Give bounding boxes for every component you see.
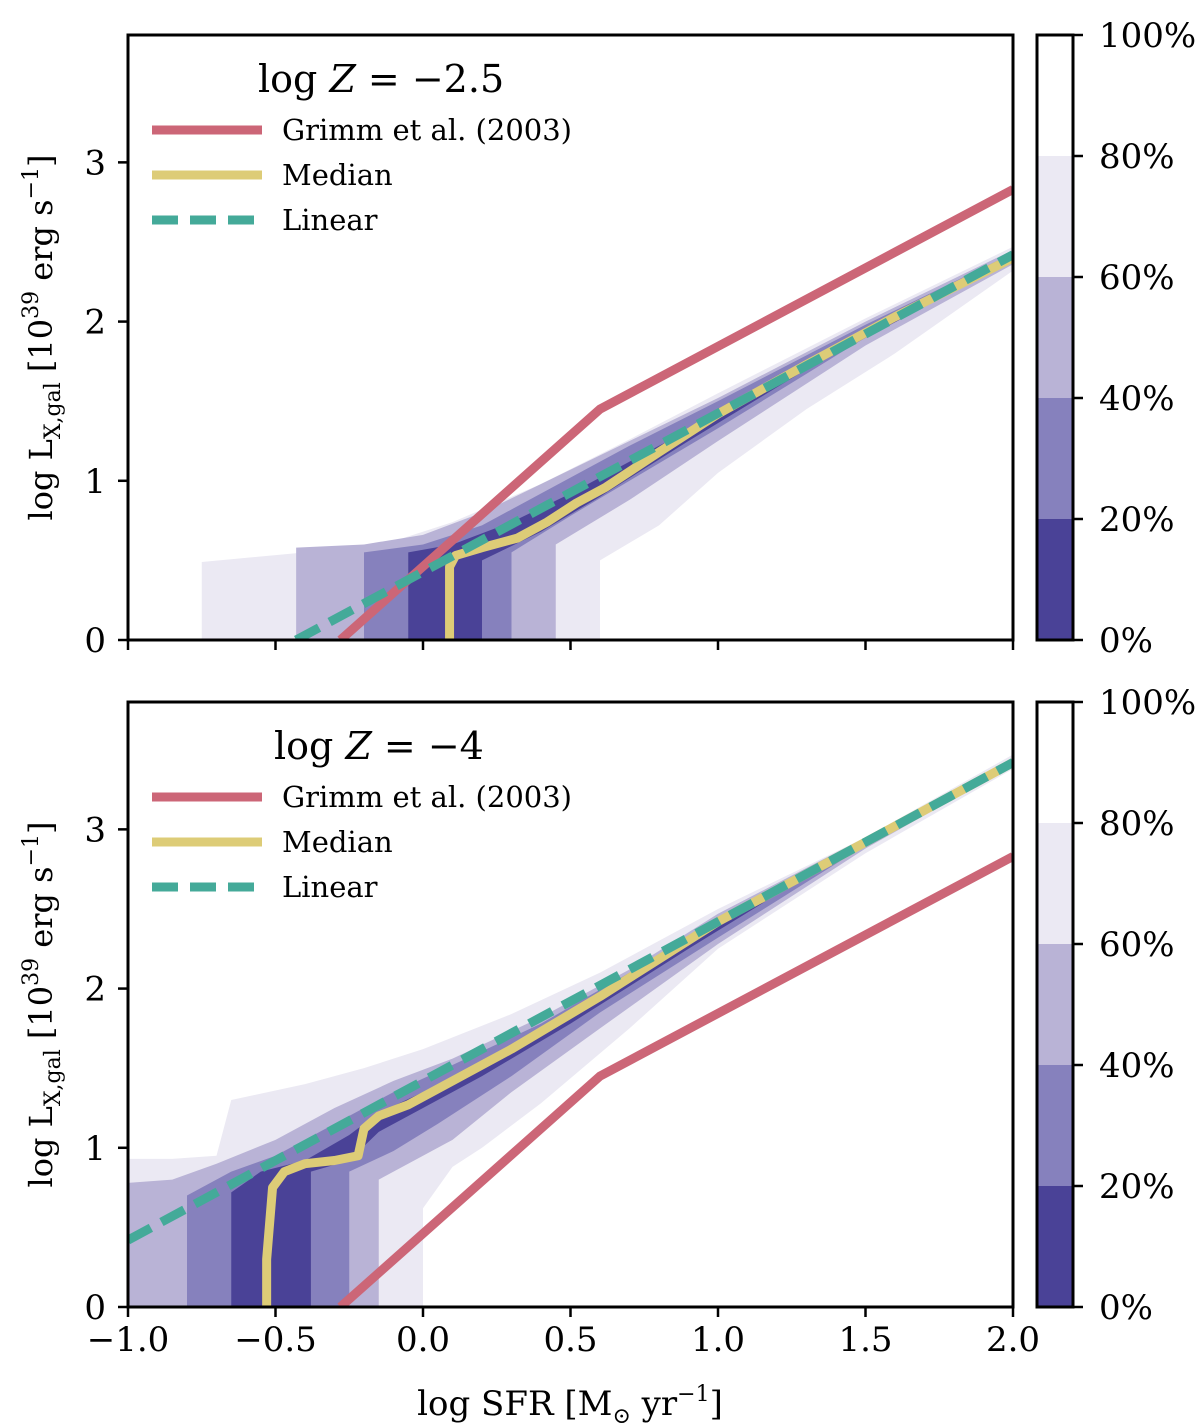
colorbar-tick-label: 80%: [1099, 137, 1175, 177]
x-tick: −0.5: [234, 1307, 317, 1360]
y-tick-label: 2: [84, 970, 106, 1010]
colorbar-level: [1037, 398, 1073, 519]
x-axis-ticks: −1.0 −0.5 0.0 0.5 1.0 1.5 2.0: [87, 1307, 1040, 1360]
colorbar-tick: 100%: [1073, 16, 1196, 56]
x-tick: 1.0: [691, 1307, 745, 1360]
colorbar-tick-label: 60%: [1099, 258, 1175, 298]
colorbar-tick-label: 40%: [1099, 1046, 1175, 1086]
colorbar-frame: [1035, 33, 1075, 642]
y-tick-label: 0: [84, 1288, 106, 1328]
legend-label: Linear: [282, 870, 378, 904]
x-tick: −1.0: [87, 1307, 170, 1360]
y-axis-label: log LX,gal [1039 erg s−1]: [19, 154, 66, 520]
colorbar-tick: 60%: [1073, 925, 1175, 965]
series-line-linear: [128, 758, 1013, 1245]
series-lines: [128, 758, 1013, 1307]
y-tick-label: 1: [84, 1129, 106, 1169]
series-lines: [294, 185, 1013, 640]
y-tick: 0: [84, 621, 128, 661]
colorbar-tick-label: 0%: [1099, 621, 1153, 661]
y-axis-label: log LX,gal [1039 erg s−1]: [19, 821, 66, 1187]
series-line-grimm: [337, 852, 1013, 1307]
colorbar-level: [1037, 519, 1073, 640]
colorbar-level: [1037, 1186, 1073, 1307]
colorbar: 0% 20% 40% 60% 80% 100%: [1035, 683, 1196, 1328]
y-tick: 2: [84, 303, 128, 343]
colorbar-tick-label: 20%: [1099, 500, 1175, 540]
x-tick-label: 2.0: [986, 1320, 1040, 1360]
y-tick: 2: [84, 970, 128, 1010]
colorbar-level: [1037, 823, 1073, 944]
x-tick: 1.5: [838, 1307, 893, 1360]
y-tick: 1: [84, 462, 128, 502]
top-panel: 0 1 2 3 log Z = −2.5 Grimm et al. (2003) Med…: [19, 16, 1196, 661]
legend: Grimm et al. (2003) Median Linear: [152, 780, 572, 904]
x-tick-label: −0.5: [234, 1320, 317, 1360]
y-tick-label: 1: [84, 462, 106, 502]
colorbar-tick: 20%: [1073, 1167, 1175, 1207]
colorbar-tick: 60%: [1073, 258, 1175, 298]
y-tick: 3: [84, 810, 128, 850]
colorbar: 0% 20% 40% 60% 80% 100%: [1035, 16, 1196, 661]
series-line-linear: [294, 250, 1013, 640]
x-tick: 0.0: [396, 1307, 450, 1360]
colorbar-tick: 0%: [1073, 621, 1153, 661]
colorbar-tick-label: 80%: [1099, 804, 1175, 844]
colorbar-level: [1037, 156, 1073, 277]
x-tick: 2.0: [986, 1307, 1040, 1360]
panel-title: log Z = −2.5: [258, 57, 504, 101]
colorbar-tick: 40%: [1073, 379, 1175, 419]
colorbar-level: [1037, 277, 1073, 398]
legend-label: Grimm et al. (2003): [282, 113, 572, 147]
x-axis-label: log SFR [M⊙ yr−1]: [417, 1382, 723, 1425]
colorbar-level: [1037, 944, 1073, 1065]
colorbar-tick-label: 100%: [1099, 16, 1196, 56]
x-tick: 0.5: [543, 1307, 598, 1360]
colorbar-tick-label: 20%: [1099, 1167, 1175, 1207]
y-tick-label: 0: [84, 621, 106, 661]
y-tick-label: 3: [84, 810, 106, 850]
colorbar-tick: 80%: [1073, 804, 1175, 844]
x-tick-label: 1.5: [838, 1320, 892, 1360]
x-tick-label: 0.0: [396, 1320, 450, 1360]
y-tick-label: 3: [84, 143, 106, 183]
x-tick-label: −1.0: [87, 1320, 170, 1360]
colorbar-tick: 20%: [1073, 500, 1175, 540]
y-tick-label: 2: [84, 303, 106, 343]
legend-label: Median: [282, 825, 393, 859]
colorbar-frame: [1035, 700, 1075, 1309]
y-axis-ticks: 0 1 2 3: [84, 810, 128, 1328]
y-tick: 0: [84, 1288, 128, 1328]
contour-band-20pct: [231, 760, 1013, 1307]
series-line-median: [262, 758, 1013, 1307]
colorbar-level: [1037, 702, 1073, 823]
contour-band-40pct: [364, 253, 1013, 640]
legend-label: Grimm et al. (2003): [282, 780, 572, 814]
contour-band-20pct: [408, 256, 1013, 640]
colorbar-tick-label: 100%: [1099, 683, 1196, 723]
x-axis-ticks: [126, 640, 1015, 650]
colorbar-level: [1037, 1065, 1073, 1186]
colorbar-level: [1037, 35, 1073, 156]
panel-title: log Z = −4: [274, 724, 484, 768]
legend-label: Linear: [282, 203, 378, 237]
legend-label: Median: [282, 158, 393, 192]
colorbar-tick: 0%: [1073, 1288, 1153, 1328]
colorbar-tick-label: 40%: [1099, 379, 1175, 419]
y-axis-ticks: 0 1 2 3: [84, 143, 128, 661]
x-tick-label: 1.0: [691, 1320, 745, 1360]
series-line-grimm: [337, 185, 1013, 640]
x-tick-label: 0.5: [543, 1320, 597, 1360]
legend: Grimm et al. (2003) Median Linear: [152, 113, 572, 237]
y-tick: 3: [84, 143, 128, 183]
colorbar-tick: 80%: [1073, 137, 1175, 177]
contour-bands: [201, 246, 1013, 640]
colorbar-tick: 100%: [1073, 683, 1196, 723]
colorbar-tick-label: 0%: [1099, 1288, 1153, 1328]
y-tick: 1: [84, 1129, 128, 1169]
colorbar-tick: 40%: [1073, 1046, 1175, 1086]
colorbar-tick-label: 60%: [1099, 925, 1175, 965]
